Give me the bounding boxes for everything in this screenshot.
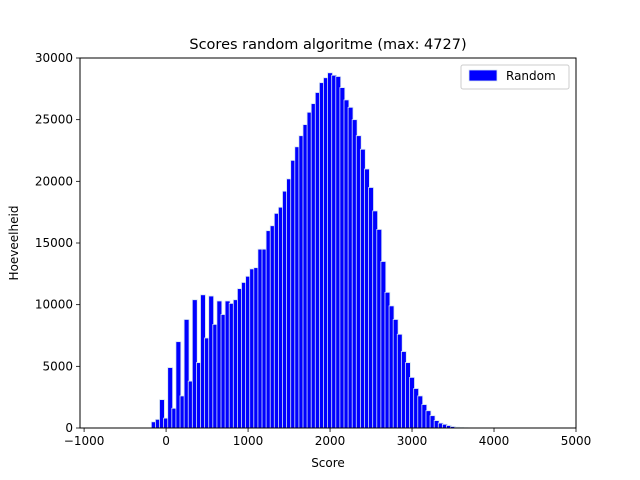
- legend-label: Random: [506, 69, 556, 83]
- y-tick-label: 10000: [35, 298, 73, 312]
- y-tick-label: 15000: [35, 236, 73, 250]
- y-tick-label: 25000: [35, 113, 73, 127]
- x-axis-title: Score: [311, 456, 345, 470]
- y-tick-label: 0: [65, 421, 73, 435]
- legend-swatch: [468, 69, 498, 82]
- x-tick-label: 0: [162, 434, 170, 448]
- x-tick-label: −1000: [64, 434, 105, 448]
- y-axis-title: Hoeveelheid: [7, 206, 21, 281]
- x-tick-label: 4000: [479, 434, 510, 448]
- y-tick-label: 20000: [35, 174, 73, 188]
- y-tick-label: 5000: [42, 359, 73, 373]
- x-tick-label: 5000: [561, 434, 592, 448]
- legend: Random: [460, 64, 570, 90]
- y-tick-label: 30000: [35, 51, 73, 65]
- chart-title: Scores random algoritme (max: 4727): [189, 37, 466, 53]
- x-tick-label: 3000: [397, 434, 428, 448]
- x-axis: −1000 0 1000 2000 3000 4000 5000: [64, 428, 591, 448]
- y-axis: 0 5000 10000 15000 20000 25000 30000: [35, 51, 80, 435]
- x-tick-label: 2000: [315, 434, 346, 448]
- x-tick-label: 1000: [233, 434, 264, 448]
